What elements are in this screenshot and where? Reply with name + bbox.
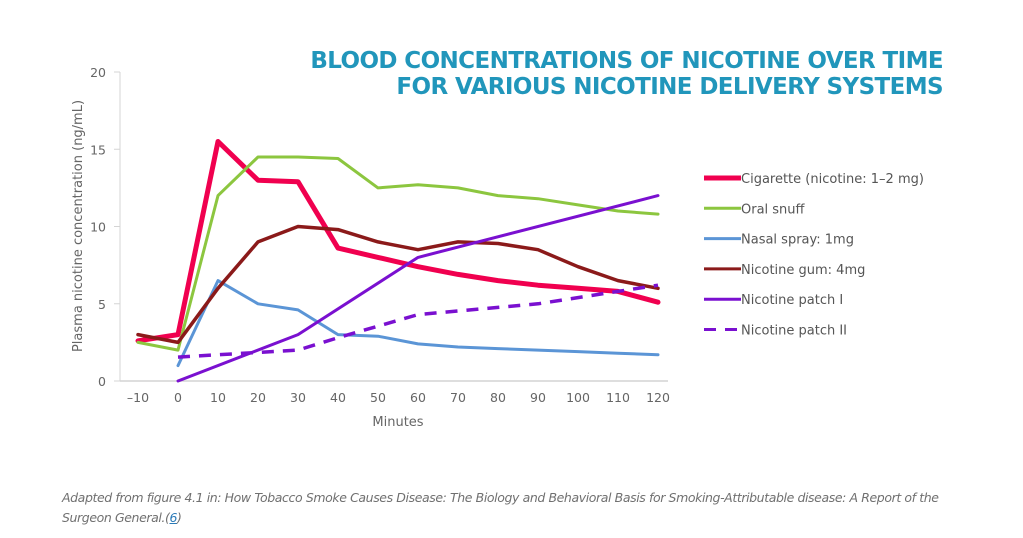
- caption-ref-close: ): [177, 510, 182, 525]
- caption-text: Adapted from figure 4.1 in: How Tobacco …: [62, 490, 939, 525]
- legend-item: Nasal spray: 1mg: [704, 233, 854, 248]
- x-tick-label: 30: [290, 390, 306, 405]
- x-tick-label: 120: [646, 390, 670, 405]
- series-line-4: [136, 224, 660, 345]
- x-tick-label: 60: [410, 390, 426, 405]
- legend-item: Nicotine patch I: [704, 293, 843, 308]
- y-tick-label: 10: [90, 220, 106, 235]
- series-line-6: [177, 283, 659, 359]
- chart-title: BLOOD CONCENTRATIONS OF NICOTINE OVER TI…: [310, 48, 943, 100]
- x-tick-label: 20: [250, 390, 266, 405]
- legend: Cigarette (nicotine: 1–2 mg) Oral snuff Na…: [704, 172, 924, 339]
- legend-label: Nicotine patch I: [741, 293, 843, 308]
- chart-title-line-2: FOR VARIOUS NICOTINE DELIVERY SYSTEMS: [396, 74, 943, 100]
- x-tick-label: 80: [490, 390, 506, 405]
- legend-label: Oral snuff: [741, 202, 806, 217]
- x-ticks: –10 0 10 20 30 40 50 60 70 80 90 100 110 120: [127, 390, 670, 405]
- series-line-1: [135, 139, 661, 344]
- x-tick-label: 90: [530, 390, 546, 405]
- x-axis-label: Minutes: [372, 415, 423, 430]
- series-line-2: [136, 155, 660, 352]
- caption-ref-open: (: [165, 510, 170, 525]
- legend-label: Nicotine gum: 4mg: [741, 263, 865, 278]
- figure-caption: Adapted from figure 4.1 in: How Tobacco …: [62, 488, 942, 528]
- y-tick-label: 0: [98, 374, 106, 389]
- legend-item: Oral snuff: [704, 202, 806, 217]
- legend-label: Cigarette (nicotine: 1–2 mg): [741, 172, 924, 187]
- x-tick-label: 50: [370, 390, 386, 405]
- x-tick-label: 70: [450, 390, 466, 405]
- x-tick-label: 100: [566, 390, 590, 405]
- y-tick-label: 5: [98, 297, 106, 312]
- caption-reference-link[interactable]: 6: [169, 510, 178, 525]
- y-tick-label: 20: [90, 65, 106, 80]
- series-line-5: [176, 194, 660, 383]
- series-lines: [135, 139, 661, 383]
- legend-label: Nicotine patch II: [741, 324, 847, 339]
- legend-label: Nasal spray: 1mg: [741, 233, 854, 248]
- x-tick-label: 10: [210, 390, 226, 405]
- x-tick-label: –10: [127, 390, 149, 405]
- y-axis-label: Plasma nicotine concentration (ng/mL): [71, 100, 86, 352]
- legend-item: Nicotine patch II: [704, 324, 847, 339]
- legend-item: Cigarette (nicotine: 1–2 mg): [704, 172, 924, 187]
- y-tick-label: 15: [90, 142, 106, 157]
- x-tick-label: 40: [330, 390, 346, 405]
- legend-item: Nicotine gum: 4mg: [704, 263, 865, 278]
- x-tick-label: 0: [174, 390, 182, 405]
- y-ticks: 0 5 10 15 20: [90, 65, 120, 389]
- series-line-3: [176, 279, 660, 368]
- chart-title-line-1: BLOOD CONCENTRATIONS OF NICOTINE OVER TI…: [310, 48, 943, 74]
- x-tick-label: 110: [606, 390, 630, 405]
